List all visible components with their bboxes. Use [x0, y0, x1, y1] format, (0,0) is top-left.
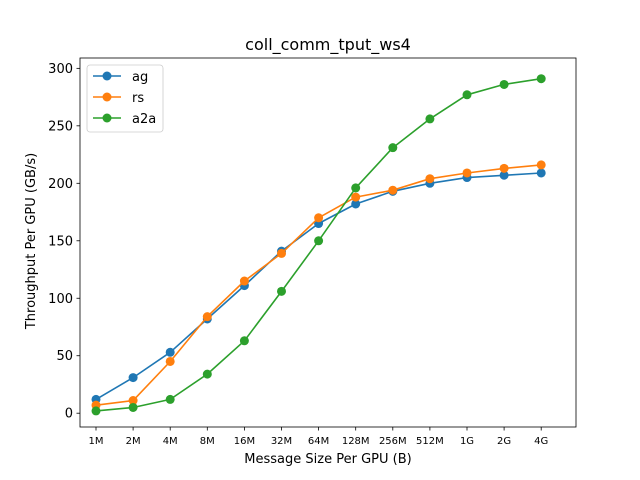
- data-point-a2a: [277, 286, 286, 296]
- legend-marker-a2a: [102, 113, 112, 123]
- x-tick-label: 4G: [534, 436, 548, 447]
- data-point-rs: [462, 168, 472, 178]
- data-point-ag: [165, 347, 175, 357]
- data-point-rs: [202, 312, 212, 322]
- x-tick-label: 1M: [89, 436, 104, 447]
- x-tick-label: 64M: [308, 436, 329, 447]
- plot-area: [79, 57, 577, 428]
- legend: ag rs a2a: [86, 64, 164, 133]
- data-point-rs: [128, 396, 138, 406]
- data-point-a2a: [202, 369, 212, 379]
- data-point-rs: [351, 192, 361, 202]
- y-tick-label: 300: [48, 62, 73, 77]
- y-tick-label: 50: [56, 349, 73, 364]
- data-point-rs: [388, 185, 398, 195]
- plot-frame: [79, 57, 577, 428]
- x-axis: 1M 2M 4M 8M 16M 32M 64M 128M 256M 512M 1G 2G 4G: [89, 427, 548, 447]
- data-point-ag: [351, 199, 361, 209]
- data-point-a2a: [388, 143, 398, 153]
- y-tick-label: 0: [65, 407, 73, 422]
- data-point-rs: [239, 276, 249, 286]
- y-tick-label: 100: [48, 292, 73, 307]
- data-point-rs: [536, 160, 546, 170]
- x-tick-label: 4M: [163, 436, 178, 447]
- x-tick-label: 8M: [200, 436, 215, 447]
- y-tick-label: 150: [48, 234, 73, 249]
- data-point-rs: [425, 174, 435, 184]
- data-point-ag: [536, 168, 546, 178]
- legend-label-ag: ag: [132, 70, 148, 85]
- x-tick-label: 2G: [497, 436, 511, 447]
- data-point-a2a: [91, 406, 101, 416]
- data-point-a2a: [536, 74, 546, 84]
- y-tick-label: 250: [48, 119, 73, 134]
- data-point-a2a: [462, 90, 472, 100]
- y-tick-label: 200: [48, 177, 73, 192]
- x-tick-label: 512M: [416, 436, 444, 447]
- data-point-ag: [499, 170, 509, 180]
- data-point-a2a: [239, 336, 249, 346]
- x-tick-label: 128M: [342, 436, 370, 447]
- series-layer: [91, 74, 546, 416]
- series-rs: [91, 160, 546, 410]
- legend-marker-ag: [102, 71, 112, 81]
- data-point-rs: [277, 248, 286, 258]
- data-point-ag: [128, 373, 138, 383]
- x-tick-label: 1G: [460, 436, 474, 447]
- data-point-a2a: [351, 183, 361, 193]
- y-axis-label: Throughput Per GPU (GB/s): [24, 153, 39, 330]
- data-point-rs: [314, 213, 324, 223]
- chart-title: coll_comm_tput_ws4: [245, 35, 411, 55]
- y-axis: 0 50 100 150 200 250 300: [48, 62, 80, 422]
- x-tick-label: 2M: [126, 436, 141, 447]
- legend-label-a2a: a2a: [132, 112, 156, 127]
- legend-marker-rs: [102, 92, 112, 102]
- x-tick-label: 32M: [271, 436, 292, 447]
- data-point-rs: [499, 163, 509, 173]
- data-point-a2a: [165, 394, 175, 404]
- data-point-rs: [165, 356, 175, 366]
- data-point-a2a: [425, 114, 435, 124]
- data-point-a2a: [314, 236, 324, 246]
- x-tick-label: 16M: [234, 436, 255, 447]
- data-point-a2a: [499, 79, 509, 89]
- series-a2a: [91, 74, 546, 416]
- data-point-a2a: [128, 402, 138, 412]
- legend-label-rs: rs: [132, 91, 144, 106]
- x-tick-label: 256M: [379, 436, 407, 447]
- x-axis-label: Message Size Per GPU (B): [244, 452, 411, 467]
